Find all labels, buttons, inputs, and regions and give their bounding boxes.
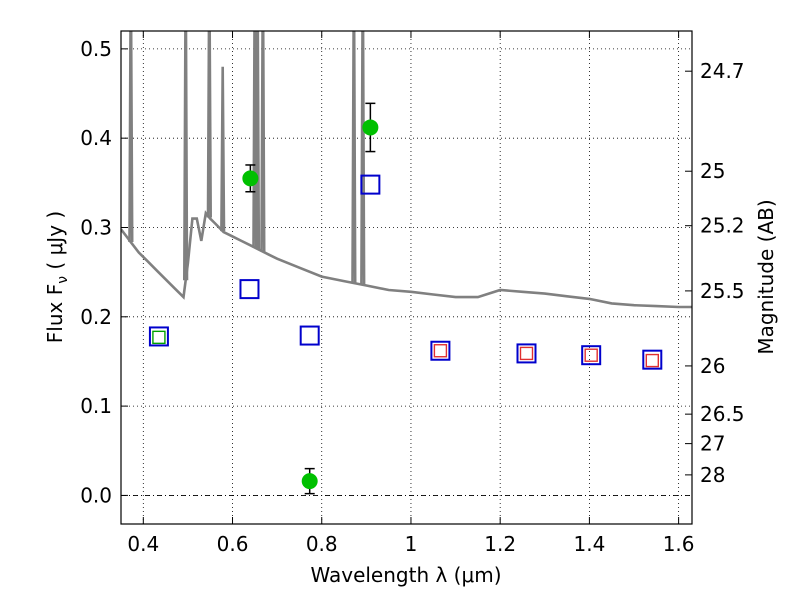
sed-model [121,31,692,309]
magnitude-tick-label: 25.2 [700,214,745,238]
plot-background [121,31,692,524]
magnitude-tick-label: 26.5 [700,402,745,426]
data-point [239,279,260,300]
y-axis-title-unit: ( μJy ) [43,211,67,276]
data-point [584,348,598,362]
x-axis-title: Wavelength λ (μm) [310,563,501,587]
y-axis-title: Flux Fν ( μJy ) [43,211,71,343]
sed-emission-line [183,31,189,281]
y2-axis-title: Magnitude (AB) [754,199,778,354]
x-tick-label: 0.8 [306,532,338,556]
axis-ticks: 0.4 0.6 0.8 1 1.2 1.4 1.6 0.0 0.1 0.2 0.3 0.4 0.5 24.… [80,31,745,556]
x-tick-label: 1.4 [573,532,605,556]
data-point [642,349,663,370]
data-point [519,346,534,361]
sed-continuum [121,210,692,309]
x-tick-label: 0.6 [217,532,249,556]
data-point [362,119,379,136]
plot-frame [120,30,693,525]
x-tick-label: 1.6 [663,532,695,556]
data-point [242,170,259,187]
data-point [148,326,169,347]
data-point [645,353,659,368]
magnitude-tick-label: 27 [700,432,725,456]
data-point [581,345,602,366]
data-point [360,174,381,195]
sed-emission-line [128,31,134,243]
x-tick-label: 0.4 [127,532,159,556]
data-point [301,473,318,490]
data-point [430,340,451,361]
y-tick-label: 0.4 [80,126,112,150]
y-axis-title-main: Flux F [43,284,67,343]
y-axis-title-subscript: ν [55,276,71,284]
data-point [299,325,320,346]
sed-emission-line [360,31,366,285]
sed-emission-line [351,31,357,284]
y-tick-label: 0.5 [80,37,112,61]
x-tick-label: 1 [405,532,418,556]
magnitude-tick-label: 24.7 [700,59,745,83]
data-point [433,344,448,358]
y-tick-label: 0.3 [80,215,112,239]
data-point [516,343,537,364]
x-tick-label: 1.2 [484,532,516,556]
magnitude-tick-label: 25 [700,159,725,183]
sed-emission-line [206,31,212,218]
data-point [152,330,166,345]
magnitude-tick-label: 28 [700,463,725,487]
magnitude-tick-label: 26 [700,354,725,378]
photometry-markers [148,102,663,495]
y-tick-label: 0.1 [80,394,112,418]
sed-emission-line [254,31,261,249]
sed-emission-line [220,66,226,232]
magnitude-tick-label: 25.5 [700,279,745,303]
sed-emission-line [260,31,266,252]
y-tick-label: 0.0 [80,483,112,507]
y-tick-label: 0.2 [80,305,112,329]
